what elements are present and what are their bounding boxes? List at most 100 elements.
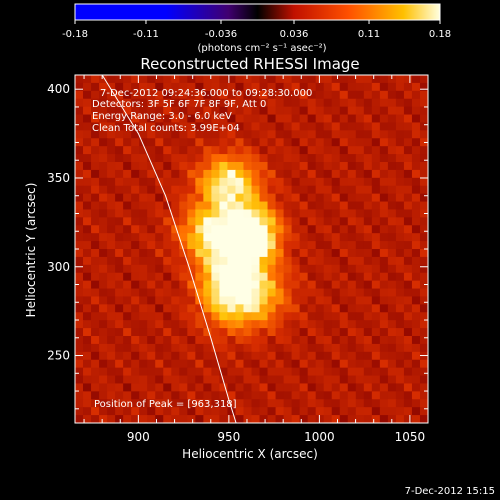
- heatmap-cell: [75, 304, 84, 313]
- heatmap-cell: [243, 106, 253, 116]
- heatmap-cell: [243, 336, 253, 345]
- heatmap-cell: [211, 367, 221, 377]
- heatmap-cell: [267, 256, 277, 266]
- heatmap-cell: [227, 280, 237, 290]
- heatmap-cell: [355, 336, 365, 345]
- heatmap-cell: [379, 343, 389, 353]
- heatmap-cell: [123, 225, 132, 234]
- heatmap-cell: [363, 169, 373, 179]
- heatmap-cell: [291, 185, 301, 195]
- heatmap-cell: [211, 122, 221, 131]
- heatmap-cell: [115, 114, 124, 124]
- heatmap-cell: [371, 264, 381, 274]
- heatmap-cell: [259, 138, 269, 147]
- heatmap-cell: [99, 233, 108, 242]
- heatmap-cell: [371, 272, 381, 282]
- heatmap-cell: [379, 146, 389, 155]
- heatmap-cell: [155, 336, 164, 345]
- heatmap-cell: [395, 138, 405, 147]
- heatmap-cell: [275, 407, 285, 416]
- heatmap-cell: [243, 193, 253, 203]
- heatmap-cell: [299, 359, 309, 369]
- heatmap-cell: [291, 312, 301, 321]
- heatmap-cell: [283, 201, 293, 211]
- heatmap-cell: [91, 225, 100, 234]
- heatmap-cell: [267, 90, 277, 100]
- heatmap-cell: [91, 130, 100, 139]
- heatmap-cell: [243, 225, 253, 234]
- heatmap-cell: [363, 233, 373, 242]
- heatmap-cell: [227, 375, 237, 385]
- heatmap-cell: [203, 328, 212, 337]
- heatmap-cell: [171, 130, 180, 139]
- heatmap-cell: [131, 98, 140, 108]
- heatmap-cell: [155, 391, 164, 400]
- heatmap-cell: [227, 407, 237, 416]
- heatmap-cell: [267, 328, 277, 337]
- heatmap-cell: [339, 114, 349, 124]
- heatmap-cell: [219, 122, 229, 131]
- heatmap-cell: [275, 264, 285, 274]
- heatmap-cell: [267, 391, 277, 400]
- heatmap-cell: [203, 193, 212, 203]
- heatmap-cell: [291, 375, 301, 385]
- heatmap-cell: [403, 217, 413, 226]
- heatmap-cell: [379, 162, 389, 171]
- heatmap-cell: [107, 375, 116, 385]
- heatmap-cell: [235, 312, 245, 321]
- heatmap-cell: [211, 272, 221, 282]
- heatmap-cell: [347, 82, 357, 92]
- heatmap-cell: [75, 233, 84, 242]
- heatmap-cell: [395, 114, 405, 124]
- heatmap-cell: [251, 375, 261, 385]
- heatmap-cell: [403, 375, 413, 385]
- heatmap-cell: [411, 146, 421, 155]
- heatmap-cell: [307, 264, 317, 274]
- heatmap-cell: [155, 241, 164, 250]
- heatmap-cell: [115, 296, 124, 305]
- heatmap-cell: [363, 82, 373, 92]
- heatmap-cell: [395, 154, 405, 163]
- heatmap-cell: [395, 288, 405, 298]
- heatmap-cell: [75, 154, 84, 163]
- heatmap-cell: [307, 407, 317, 416]
- heatmap-cell: [363, 288, 373, 298]
- heatmap-cell: [235, 383, 245, 392]
- heatmap-cell: [99, 130, 108, 139]
- heatmap-cell: [163, 399, 172, 408]
- heatmap-cell: [83, 82, 92, 92]
- heatmap-cell: [179, 249, 188, 258]
- heatmap-cell: [307, 114, 317, 124]
- heatmap-cell: [147, 177, 156, 187]
- heatmap-cell: [355, 106, 365, 116]
- heatmap-cell: [331, 359, 341, 369]
- heatmap-cell: [107, 193, 116, 203]
- heatmap-cell: [251, 328, 261, 337]
- heatmap-cell: [171, 328, 180, 337]
- heatmap-cell: [91, 98, 100, 108]
- heatmap-cell: [395, 359, 405, 369]
- heatmap-cell: [331, 106, 341, 116]
- heatmap-cell: [267, 114, 277, 124]
- heatmap-cell: [347, 130, 357, 139]
- heatmap-cell: [243, 138, 253, 147]
- heatmap-cell: [283, 288, 293, 298]
- heatmap-cell: [323, 343, 333, 353]
- heatmap-cell: [355, 130, 365, 139]
- heatmap-cell: [139, 169, 148, 179]
- heatmap-cell: [227, 217, 237, 226]
- heatmap-cell: [259, 82, 269, 92]
- heatmap-cell: [163, 320, 172, 329]
- heatmap-cell: [187, 383, 196, 392]
- heatmap-cell: [219, 304, 229, 313]
- heatmap-cell: [203, 359, 212, 369]
- heatmap-cell: [291, 359, 301, 369]
- heatmap-cell: [315, 193, 325, 203]
- heatmap-cell: [371, 383, 381, 392]
- heatmap-cell: [163, 201, 172, 211]
- heatmap-cell: [203, 383, 212, 392]
- heatmap-cell: [299, 146, 309, 155]
- heatmap-cell: [371, 177, 381, 187]
- heatmap-cell: [163, 225, 172, 234]
- heatmap-cell: [99, 256, 108, 266]
